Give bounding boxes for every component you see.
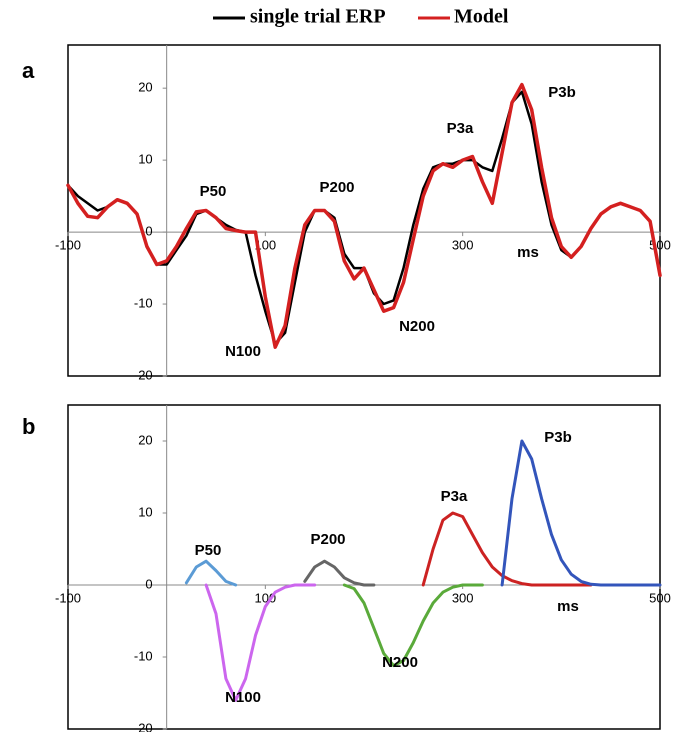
axis-unit: ms	[517, 244, 539, 261]
y-tick-label: -20	[134, 367, 153, 382]
peak-label: P50	[195, 542, 222, 559]
y-tick-label: 20	[138, 80, 152, 95]
y-tick-label: -10	[134, 648, 153, 663]
series-line	[421, 511, 593, 587]
peak-label: N100	[225, 343, 261, 360]
series-line	[184, 559, 238, 587]
series-line	[66, 90, 662, 345]
x-tick-label: 100	[254, 238, 276, 253]
x-tick-label: 100	[254, 590, 276, 605]
peak-label: P3a	[447, 120, 474, 137]
panel-label: b	[22, 414, 35, 439]
x-tick-label: 500	[649, 590, 671, 605]
x-tick-label: 300	[452, 590, 474, 605]
peak-label: N200	[382, 654, 418, 671]
peak-label: N100	[225, 689, 261, 706]
plot-frame	[67, 404, 661, 730]
y-tick-label: 0	[145, 576, 152, 591]
x-tick-label: -100	[55, 590, 81, 605]
series-line	[303, 559, 376, 587]
legend-label: Model	[454, 6, 509, 28]
peak-label: N200	[399, 318, 435, 335]
series-line	[204, 583, 317, 702]
y-tick-label: 20	[138, 432, 152, 447]
y-tick-label: -20	[134, 720, 153, 732]
x-tick-label: 300	[452, 238, 474, 253]
peak-label: P50	[200, 183, 227, 200]
legend-label: single trial ERP	[250, 6, 386, 28]
panel-label: a	[22, 58, 35, 83]
peak-label: P3b	[548, 84, 576, 101]
y-tick-label: 0	[145, 224, 152, 239]
y-tick-label: 10	[138, 504, 152, 519]
x-tick-label: -100	[55, 238, 81, 253]
y-tick-label: 10	[138, 152, 152, 167]
axis-unit: ms	[557, 598, 579, 615]
peak-label: P200	[310, 531, 345, 548]
y-tick-label: -10	[134, 295, 153, 310]
peak-label: P200	[319, 179, 354, 196]
plot-frame	[67, 44, 661, 377]
series-line	[66, 82, 662, 349]
peak-label: P3b	[544, 429, 572, 446]
series-line	[342, 583, 484, 668]
series-line	[500, 439, 662, 587]
peak-label: P3a	[441, 488, 468, 505]
